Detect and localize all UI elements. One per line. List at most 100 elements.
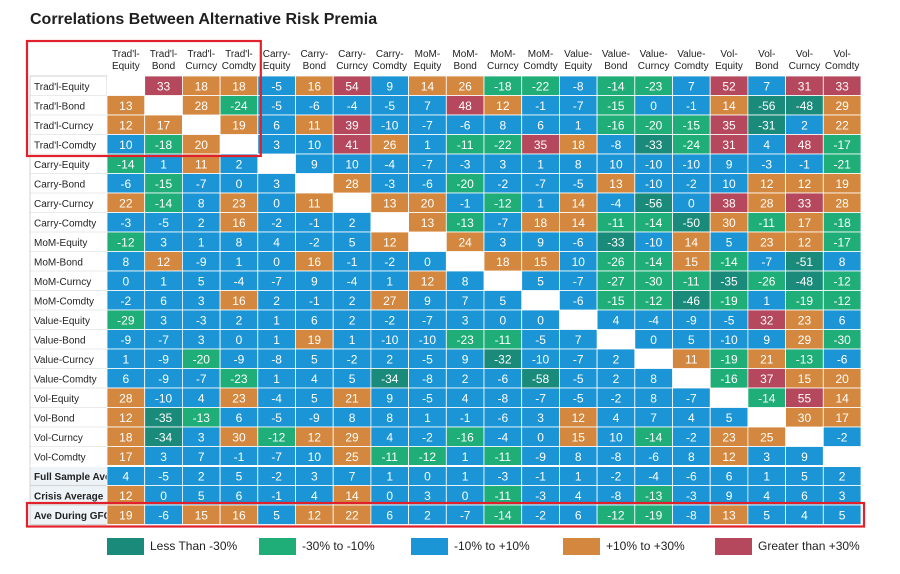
- cell-value: 4: [311, 489, 318, 503]
- cell-value: -31: [758, 118, 776, 132]
- cell-value: 12: [119, 489, 133, 503]
- cell-value: 10: [345, 157, 359, 171]
- cell-value: 5: [688, 333, 695, 347]
- cell-value: -6: [648, 450, 659, 464]
- cell-value: -19: [796, 294, 814, 308]
- cell-value: 9: [726, 157, 733, 171]
- legend-swatch: [563, 537, 600, 555]
- cell-value: 18: [195, 79, 209, 93]
- cell-value: 1: [123, 352, 130, 366]
- cell-value: -7: [422, 313, 433, 327]
- cell-value: 5: [273, 508, 280, 522]
- cell-value: 2: [198, 469, 205, 483]
- cell-value: -5: [724, 313, 735, 327]
- legend-item-less-than-minus-30: Less Than -30%: [107, 537, 237, 555]
- cell-value: 28: [835, 196, 849, 210]
- cell-value: -8: [611, 489, 622, 503]
- cell-value: 8: [386, 411, 393, 425]
- cell-value: 17: [835, 411, 849, 425]
- cell-value: 5: [801, 469, 808, 483]
- cell-value: 4: [763, 489, 770, 503]
- cell-value: -7: [422, 157, 433, 171]
- row-label: Full Sample Ave: [34, 472, 111, 483]
- cell-value: -12: [494, 196, 512, 210]
- cell-value: -11: [457, 138, 474, 152]
- cell-value: -1: [234, 450, 245, 464]
- cell-value: 1: [386, 274, 393, 288]
- diagonal-cell: [446, 251, 484, 271]
- cell-value: -13: [796, 352, 814, 366]
- legend-swatch: [259, 537, 296, 555]
- cell-value: 54: [345, 79, 359, 93]
- cell-value: 7: [424, 99, 431, 113]
- cell-value: 9: [462, 352, 469, 366]
- column-header: Vol-: [720, 49, 737, 60]
- row-label: Vol-Equity: [34, 394, 79, 405]
- legend-label: -10% to +10%: [454, 539, 530, 553]
- cell-value: 15: [798, 372, 812, 386]
- cell-value: 8: [688, 450, 695, 464]
- column-header: MoM-: [528, 49, 554, 60]
- cell-value: -9: [686, 313, 697, 327]
- cell-value: 35: [534, 138, 548, 152]
- cell-value: -7: [573, 352, 584, 366]
- cell-value: 8: [198, 196, 205, 210]
- cell-value: 4: [198, 391, 205, 405]
- cell-value: 3: [160, 450, 167, 464]
- column-header: Bond: [755, 61, 778, 72]
- cell-value: 11: [308, 196, 321, 210]
- cell-value: -9: [121, 333, 132, 347]
- cell-value: 5: [500, 294, 507, 308]
- cell-value: -2: [498, 177, 509, 191]
- cell-value: 8: [650, 372, 657, 386]
- cell-value: -7: [535, 391, 546, 405]
- cell-value: 12: [798, 177, 812, 191]
- cell-value: -3: [498, 469, 509, 483]
- summary-row-label-bg: [30, 505, 107, 524]
- cell-value: -24: [683, 138, 701, 152]
- cell-value: -14: [645, 216, 663, 230]
- cell-value: -16: [456, 430, 474, 444]
- row-label: Carry-Comdty: [34, 218, 96, 229]
- cell-value: -1: [686, 99, 697, 113]
- cell-value: -13: [193, 411, 211, 425]
- cell-value: 0: [386, 489, 393, 503]
- cell-value: 48: [798, 138, 812, 152]
- diagonal-cell: [521, 290, 560, 310]
- column-header: Carry-: [263, 49, 291, 60]
- column-header: Value-: [564, 49, 592, 60]
- legend-label: +10% to +30%: [606, 539, 685, 553]
- cell-value: 13: [609, 177, 623, 191]
- cell-value: 2: [839, 469, 846, 483]
- cell-value: 14: [685, 235, 699, 249]
- cell-value: 21: [760, 352, 774, 366]
- cell-value: 3: [198, 294, 205, 308]
- cell-value: -14: [758, 391, 776, 405]
- cell-value: 21: [345, 391, 359, 405]
- cell-value: -6: [158, 508, 169, 522]
- cell-value: -1: [799, 157, 810, 171]
- cell-value: -10: [645, 157, 663, 171]
- cell-value: -8: [422, 372, 433, 386]
- cell-value: 3: [273, 138, 280, 152]
- cell-value: 1: [160, 274, 167, 288]
- cell-value: 38: [722, 196, 736, 210]
- cell-value: 0: [424, 255, 431, 269]
- cell-value: 12: [383, 235, 397, 249]
- cell-value: -1: [535, 99, 546, 113]
- cell-value: 16: [232, 294, 246, 308]
- cell-value: -9: [158, 372, 169, 386]
- cell-value: 29: [345, 430, 359, 444]
- cell-value: 5: [839, 508, 846, 522]
- diagonal-cell: [144, 95, 183, 115]
- diagonal-cell: [559, 310, 598, 330]
- cell-value: 13: [119, 99, 133, 113]
- cell-value: 6: [123, 372, 130, 386]
- cell-value: 9: [763, 333, 770, 347]
- cell-value: 17: [157, 118, 171, 132]
- cell-value: 4: [386, 430, 393, 444]
- row-label: Trad'l-Curncy: [34, 121, 93, 132]
- cell-value: -2: [347, 352, 358, 366]
- cell-value: -9: [234, 352, 245, 366]
- cell-value: 30: [798, 411, 812, 425]
